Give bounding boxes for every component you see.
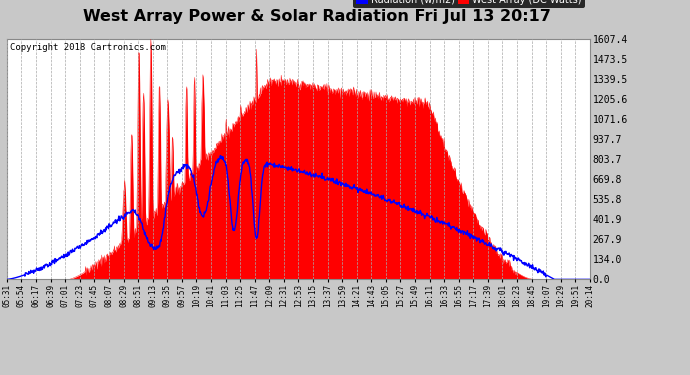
Text: Copyright 2018 Cartronics.com: Copyright 2018 Cartronics.com <box>10 43 166 52</box>
Text: West Array Power & Solar Radiation Fri Jul 13 20:17: West Array Power & Solar Radiation Fri J… <box>83 9 551 24</box>
Legend: Radiation (w/m2), West Array (DC Watts): Radiation (w/m2), West Array (DC Watts) <box>353 0 585 8</box>
